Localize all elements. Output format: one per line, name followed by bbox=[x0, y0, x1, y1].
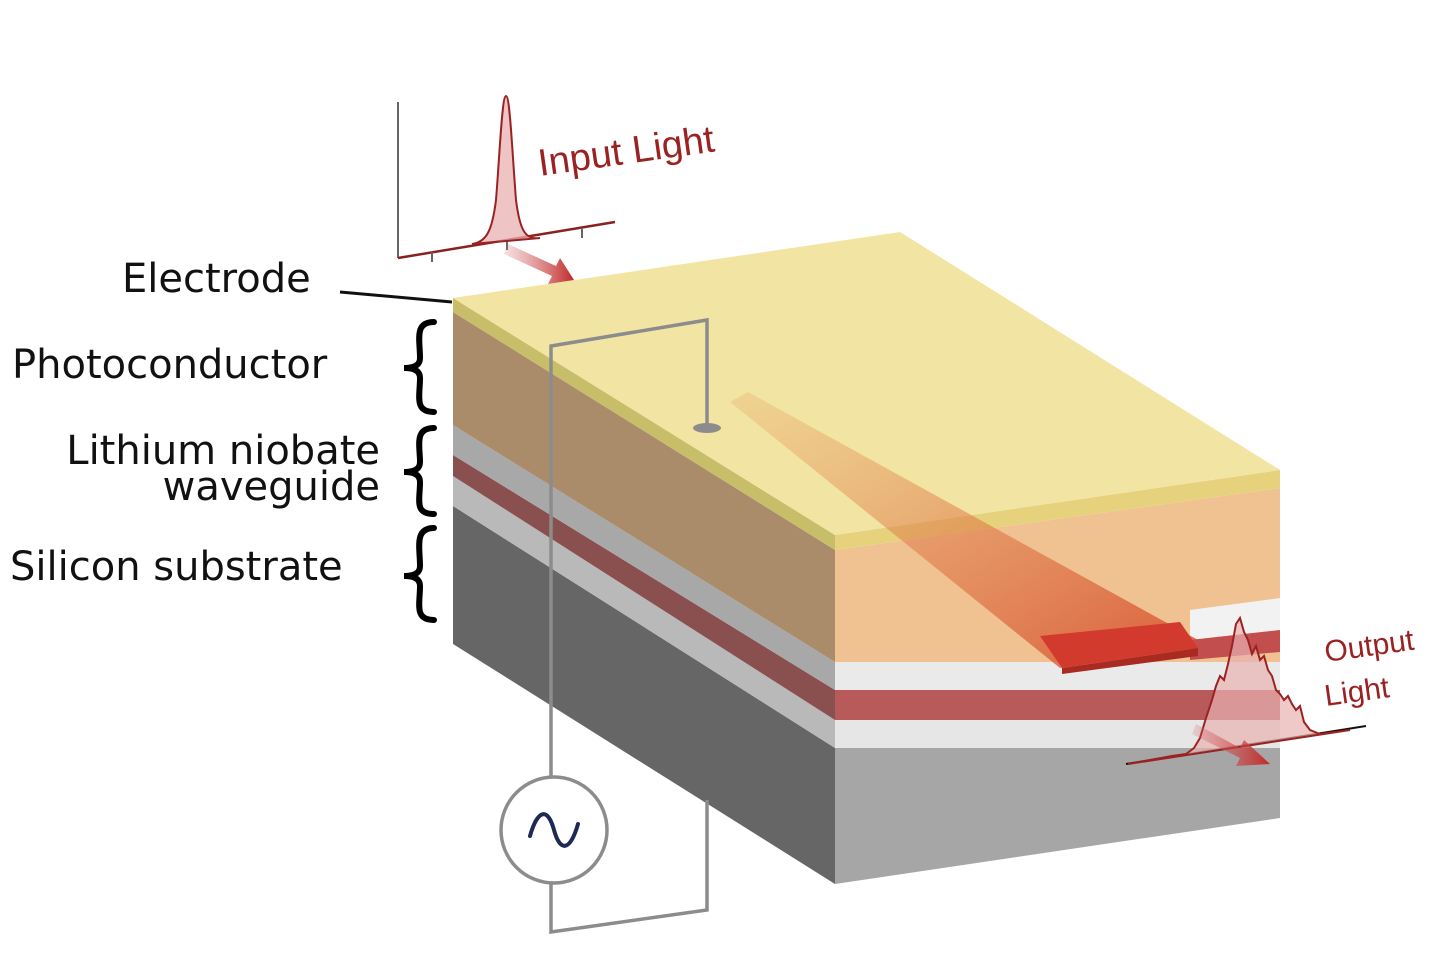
sine-wave-icon bbox=[528, 812, 580, 848]
input-light-arrow bbox=[504, 244, 574, 284]
output-light-label-line1: Output bbox=[1322, 624, 1416, 669]
silicon-front-face bbox=[835, 748, 1280, 884]
circuit-wire-top bbox=[549, 317, 709, 778]
right-edge-cladding bbox=[1190, 598, 1280, 640]
lithium-niobate-left-face bbox=[453, 455, 835, 720]
lithium-niobate-label-line1: Lithium niobate bbox=[66, 428, 380, 474]
photoconductor-brace bbox=[403, 319, 437, 415]
output-pulse-plot: Output Light bbox=[1125, 615, 1417, 766]
electrode-leader-line bbox=[339, 290, 453, 304]
waveguide-output-tip-edge bbox=[1062, 648, 1198, 674]
cladding-lower-left-face bbox=[453, 476, 835, 748]
lithium-niobate-front-face bbox=[835, 690, 1280, 720]
output-light-label-line2: Light bbox=[1322, 671, 1392, 713]
electrode-contact-dot bbox=[693, 423, 721, 433]
electrode-top-face bbox=[453, 232, 1280, 535]
cladding-upper-left-face bbox=[453, 425, 835, 690]
cladding-lower-front-face bbox=[835, 720, 1280, 748]
input-light-label: Input Light bbox=[535, 119, 717, 185]
silicon-left-face bbox=[453, 506, 835, 884]
electrode-left-face bbox=[453, 298, 835, 550]
input-pulse-curve bbox=[471, 94, 541, 245]
lithium-niobate-brace bbox=[403, 425, 437, 517]
photoconductor-label: Photoconductor bbox=[12, 342, 328, 388]
circuit-wire-bottom bbox=[549, 800, 709, 935]
cladding-upper-front-face bbox=[835, 662, 1280, 690]
output-light-arrow bbox=[1192, 724, 1270, 766]
lithium-niobate-label-line2: waveguide bbox=[163, 464, 380, 510]
electrode-label: Electrode bbox=[122, 256, 311, 302]
waveguide-output-tip bbox=[1040, 622, 1198, 668]
light-beam-in-waveguide bbox=[730, 392, 1198, 668]
left-side-face bbox=[453, 298, 835, 884]
silicon-substrate-label: Silicon substrate bbox=[10, 544, 343, 590]
input-pulse-plot: Input Light bbox=[397, 94, 717, 284]
layer-labels: Electrode Photoconductor Lithium niobate… bbox=[10, 256, 453, 623]
output-pulse-curve bbox=[1127, 615, 1351, 765]
ac-source bbox=[499, 775, 609, 885]
silicon-substrate-brace bbox=[403, 525, 437, 623]
circuit bbox=[549, 317, 709, 935]
photoconductor-left-face bbox=[453, 312, 835, 662]
